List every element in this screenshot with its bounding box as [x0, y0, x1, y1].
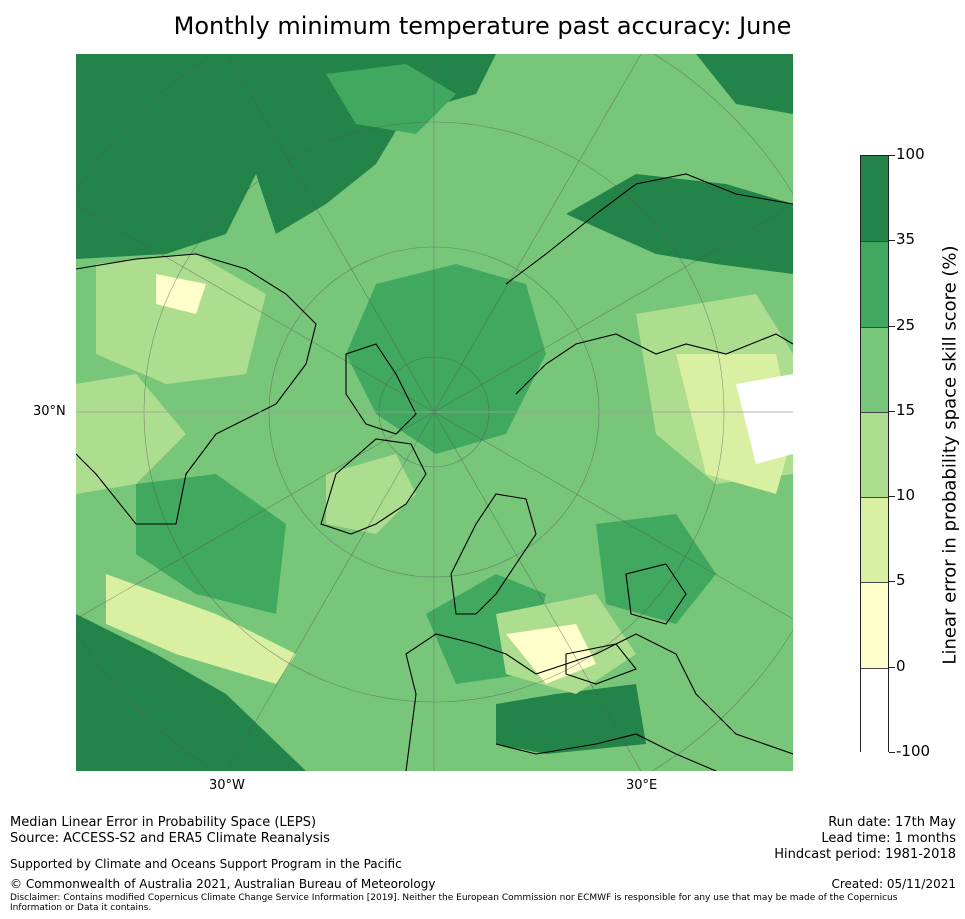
footer-method: Median Linear Error in Probability Space…	[10, 815, 317, 830]
scandinavia-coastline	[450, 493, 537, 615]
colorbar-tick	[889, 410, 895, 412]
meridian-150w	[226, 54, 435, 413]
colorbar-tick-label: 15	[896, 400, 916, 419]
colorbar-tick-label: 10	[896, 486, 916, 505]
meridian-120w	[76, 204, 435, 413]
footer-support: Supported by Climate and Oceans Support …	[10, 857, 402, 871]
alaska-pale-spot	[156, 274, 206, 314]
colorbar-tick-label: -100	[896, 742, 931, 760]
footer-copyright: © Commonwealth of Australia 2021, Austra…	[10, 877, 436, 891]
asia-white-region	[736, 374, 793, 464]
colorbar-tick	[889, 240, 895, 242]
polar-map	[76, 54, 793, 771]
greenland-light-region	[326, 454, 416, 534]
colorbar-segment	[861, 156, 888, 242]
asia-medium-region	[596, 514, 716, 624]
footer-run-date: Run date: 17th May	[828, 815, 956, 830]
pacific-medium-region	[326, 64, 456, 134]
footer-disclaimer: Disclaimer: Contains modified Copernicus…	[10, 893, 898, 913]
longitude-label-30w: 30°W	[209, 778, 245, 793]
colorbar-tick	[889, 666, 895, 668]
colorbar-segment	[861, 667, 888, 755]
meridian-60w	[76, 411, 435, 620]
mediterranean-dark-region	[496, 684, 646, 754]
canada-medium-region	[136, 474, 286, 614]
colorbar-tick-label: 100	[896, 145, 925, 163]
latitude-label-30n: 30°N	[33, 404, 66, 419]
footer-lead-time: Lead time: 1 months	[821, 831, 956, 846]
colorbar	[860, 155, 889, 755]
atlantic-dark-region	[76, 614, 306, 771]
footer-source: Source: ACCESS-S2 and ERA5 Climate Reana…	[10, 831, 330, 846]
north-america-light-region	[76, 374, 186, 494]
colorbar-tick-label: 25	[896, 315, 916, 334]
canadian-archipelago-coastline	[345, 343, 417, 435]
greenland-coastline	[320, 438, 427, 535]
colorbar-tick	[889, 496, 895, 498]
siberia-north-coastline	[515, 333, 793, 395]
colorbar-tick	[889, 581, 895, 583]
meridian-30w	[226, 411, 435, 771]
colorbar-title: Linear error in probability space skill …	[939, 245, 961, 665]
asia-coastline	[505, 173, 793, 285]
colorbar-tick	[889, 752, 895, 753]
meridian-30e	[433, 411, 642, 771]
longitude-label-30e: 30°E	[626, 778, 658, 793]
meridian-60e	[433, 411, 793, 620]
northeast-dark-region	[696, 54, 793, 114]
meridian-150e	[433, 54, 642, 413]
colorbar-segment	[861, 411, 888, 499]
chart-title: Monthly minimum temperature past accurac…	[173, 12, 792, 40]
mediterranean-coastline	[495, 733, 717, 771]
colorbar-segment	[861, 497, 888, 584]
europe-pale-region	[506, 624, 596, 684]
alaska-light-region	[96, 254, 266, 384]
black-sea-coastline	[565, 643, 637, 685]
colorbar-segment	[861, 326, 888, 414]
north-america-coastline	[76, 253, 317, 525]
colorbar-tick-label: 5	[896, 571, 906, 590]
caspian-coastline	[625, 563, 687, 625]
europe-coastline	[405, 633, 793, 771]
colorbar-tick	[889, 155, 895, 156]
colorbar-tick-label: 0	[896, 656, 906, 675]
colorbar-segment	[861, 241, 888, 329]
meridian-120e	[433, 204, 793, 413]
arctic-medium-region	[346, 264, 546, 454]
colorbar-tick-label: 35	[896, 230, 916, 249]
footer-created: Created: 05/11/2021	[831, 877, 956, 891]
colorbar-tick	[889, 325, 895, 327]
footer-hindcast: Hindcast period: 1981-2018	[774, 847, 956, 862]
siberia-dark-region	[566, 174, 793, 274]
colorbar-segment	[861, 582, 888, 670]
atlantic-light-band	[106, 574, 296, 684]
